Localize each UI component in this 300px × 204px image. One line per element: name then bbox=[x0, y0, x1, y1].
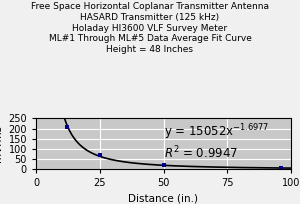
Text: Free Space Horizontal Coplanar Transmitter Antenna
HASARD Transmitter (125 kHz)
: Free Space Horizontal Coplanar Transmitt… bbox=[31, 2, 269, 54]
X-axis label: Distance (in.): Distance (in.) bbox=[128, 194, 199, 204]
Text: y = 15052x$^{-1.6977}$
$R^{2}$ = 0.9947: y = 15052x$^{-1.6977}$ $R^{2}$ = 0.9947 bbox=[164, 122, 269, 161]
Y-axis label: mVrms: mVrms bbox=[0, 125, 3, 162]
